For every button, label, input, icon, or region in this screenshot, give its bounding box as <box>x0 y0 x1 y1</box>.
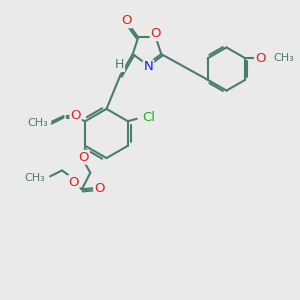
Text: O: O <box>151 27 161 40</box>
Text: CH₃: CH₃ <box>25 173 46 183</box>
Text: O: O <box>70 109 81 122</box>
Text: O: O <box>121 14 131 27</box>
Text: CH₃: CH₃ <box>274 53 295 63</box>
Text: Cl: Cl <box>142 111 155 124</box>
Text: O: O <box>94 182 104 195</box>
Text: H: H <box>115 58 124 71</box>
Text: O: O <box>68 176 79 189</box>
Text: O: O <box>78 151 89 164</box>
Text: N: N <box>144 60 153 74</box>
Text: CH₃: CH₃ <box>27 118 48 128</box>
Text: CH₃: CH₃ <box>27 120 46 130</box>
Text: O: O <box>255 52 266 65</box>
